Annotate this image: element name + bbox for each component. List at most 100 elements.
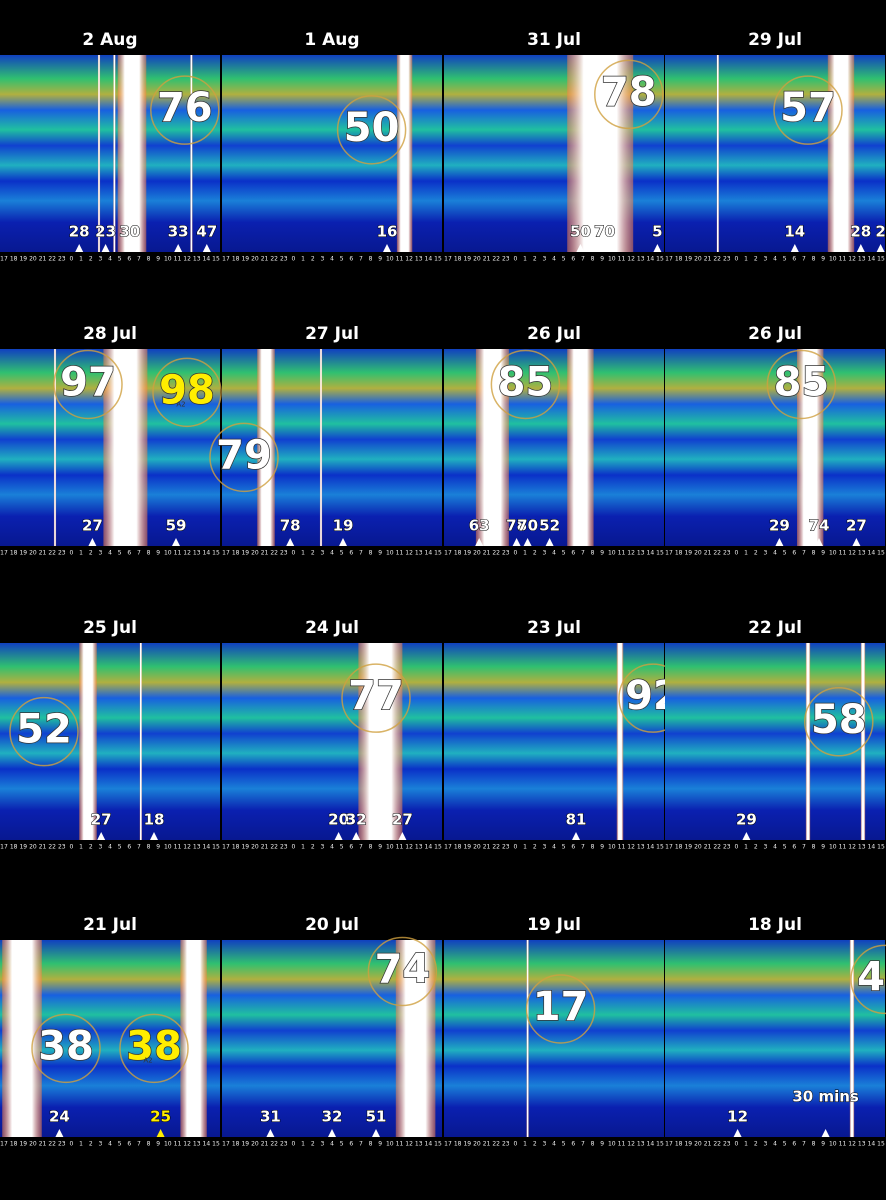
hour-label: 10 bbox=[164, 256, 172, 263]
spectrogram bbox=[222, 643, 442, 840]
hour-label: 23 bbox=[280, 1141, 288, 1148]
spike-marker bbox=[328, 1129, 336, 1137]
hour-label: 20 bbox=[473, 844, 481, 851]
spike bbox=[117, 55, 147, 252]
hour-label: 2 bbox=[533, 1141, 537, 1148]
hour-label: 11 bbox=[839, 550, 847, 557]
hour-label: 19 bbox=[463, 550, 471, 557]
hour-label: 1 bbox=[744, 256, 748, 263]
hour-label: 1 bbox=[523, 550, 527, 557]
hour-label: 19 bbox=[463, 256, 471, 263]
hour-label: 5 bbox=[562, 256, 566, 263]
spike bbox=[567, 349, 594, 546]
hour-label: 17 bbox=[0, 550, 8, 557]
hour-label: 19 bbox=[463, 1141, 471, 1148]
hour-label: 9 bbox=[378, 844, 382, 851]
hour-label: 22 bbox=[48, 844, 56, 851]
hour-label: 8 bbox=[591, 256, 595, 263]
hour-label: 5 bbox=[118, 550, 122, 557]
highlight-circle bbox=[341, 663, 411, 733]
spike-label: 32 bbox=[322, 1108, 343, 1126]
spike-marker bbox=[545, 538, 554, 546]
hour-label: 23 bbox=[502, 550, 510, 557]
hour-label: 8 bbox=[369, 1141, 373, 1148]
spectrogram bbox=[665, 940, 885, 1137]
highlight-circle bbox=[150, 75, 220, 145]
main-tag: A2 bbox=[143, 1056, 152, 1064]
hour-label: 8 bbox=[812, 550, 816, 557]
hour-label: 6 bbox=[571, 256, 575, 263]
hour-label: 20 bbox=[29, 844, 37, 851]
hour-label: 7 bbox=[581, 256, 585, 263]
hour-label: 10 bbox=[608, 1141, 616, 1148]
hour-label: 1 bbox=[301, 550, 305, 557]
hour-strip bbox=[444, 546, 664, 560]
spike-label: 27 bbox=[91, 811, 112, 829]
hour-label: 9 bbox=[378, 1141, 382, 1148]
hour-label: 20 bbox=[251, 1141, 259, 1148]
hour-label: 21 bbox=[704, 1141, 712, 1148]
hour-label: 11 bbox=[174, 844, 182, 851]
hour-label: 2 bbox=[311, 550, 315, 557]
spike-label: 29 bbox=[736, 811, 757, 829]
hour-label: 21 bbox=[39, 1141, 47, 1148]
hour-label: 17 bbox=[665, 1141, 673, 1148]
hour-label: 1 bbox=[301, 256, 305, 263]
hour-label: 20 bbox=[694, 844, 702, 851]
spike bbox=[827, 55, 855, 252]
hour-label: 8 bbox=[147, 256, 151, 263]
spike bbox=[526, 940, 529, 1137]
hour-label: 15 bbox=[434, 844, 442, 851]
hour-label: 14 bbox=[425, 550, 433, 557]
main-value: 78 bbox=[601, 69, 657, 115]
hour-label: 6 bbox=[792, 256, 796, 263]
hour-label: 12 bbox=[183, 256, 191, 263]
hour-label: 23 bbox=[723, 550, 731, 557]
spike bbox=[79, 643, 97, 840]
hour-label: 1 bbox=[523, 844, 527, 851]
hour-label: 3 bbox=[542, 844, 546, 851]
spike-label: 19 bbox=[333, 517, 354, 535]
hour-label: 14 bbox=[647, 256, 655, 263]
hour-label: 17 bbox=[222, 256, 230, 263]
spike-marker bbox=[156, 1129, 165, 1137]
hour-label: 7 bbox=[137, 550, 141, 557]
hour-label: 23 bbox=[58, 844, 66, 851]
hour-label: 10 bbox=[608, 256, 616, 263]
main-value: 58 bbox=[811, 697, 867, 743]
hour-label: 10 bbox=[829, 1141, 837, 1148]
hour-label: 2 bbox=[754, 1141, 758, 1148]
hour-label: 13 bbox=[193, 256, 201, 263]
hour-label: 6 bbox=[349, 550, 353, 557]
hour-label: 4 bbox=[773, 256, 777, 263]
hour-label: 7 bbox=[802, 844, 806, 851]
hour-label: 12 bbox=[627, 844, 635, 851]
spike-label: 27 bbox=[392, 811, 413, 829]
hour-label: 6 bbox=[571, 844, 575, 851]
main-value: 97 bbox=[60, 359, 116, 405]
hour-label: 12 bbox=[627, 550, 635, 557]
hour-label: 22 bbox=[48, 1141, 56, 1148]
hour-label: 19 bbox=[684, 550, 692, 557]
hour-label: 11 bbox=[618, 844, 626, 851]
hour-label: 4 bbox=[108, 1141, 112, 1148]
spike bbox=[190, 55, 193, 252]
spike-marker bbox=[876, 244, 885, 252]
hour-label: 3 bbox=[98, 550, 102, 557]
hour-label: 17 bbox=[222, 844, 230, 851]
spike bbox=[103, 349, 148, 546]
hour-strip bbox=[0, 1137, 220, 1151]
hour-label: 15 bbox=[656, 256, 664, 263]
hour-label: 7 bbox=[359, 844, 363, 851]
spike bbox=[257, 349, 275, 546]
hour-label: 8 bbox=[812, 844, 816, 851]
hour-strip bbox=[444, 840, 664, 854]
hour-label: 13 bbox=[415, 550, 423, 557]
hour-strip bbox=[665, 252, 885, 266]
spike bbox=[97, 55, 101, 252]
hour-label: 20 bbox=[251, 256, 259, 263]
spike-marker bbox=[286, 538, 295, 546]
spike-label: 28 bbox=[850, 223, 871, 241]
spike-marker bbox=[88, 538, 97, 546]
main-value: 79 bbox=[216, 432, 272, 478]
